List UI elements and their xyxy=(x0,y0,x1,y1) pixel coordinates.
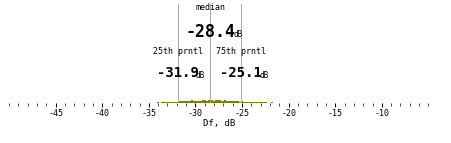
Bar xyxy=(256,102,258,103)
Bar xyxy=(258,102,260,103)
Bar xyxy=(176,102,178,103)
Text: dB: dB xyxy=(234,30,243,39)
Bar xyxy=(161,102,162,103)
Bar xyxy=(162,102,165,103)
Bar xyxy=(166,102,168,103)
Bar xyxy=(247,102,249,103)
Text: dB: dB xyxy=(196,72,205,81)
Bar xyxy=(221,101,222,103)
Text: median: median xyxy=(195,3,226,12)
Bar xyxy=(222,101,224,103)
Bar xyxy=(234,101,235,103)
Text: dB: dB xyxy=(259,72,268,81)
Bar xyxy=(202,100,204,103)
Bar xyxy=(217,100,219,103)
Text: -28.4: -28.4 xyxy=(185,23,235,41)
Bar xyxy=(174,102,176,103)
Bar xyxy=(235,101,238,103)
Bar xyxy=(194,101,196,103)
Bar xyxy=(213,101,215,103)
Text: 25th prntl: 25th prntl xyxy=(153,47,202,56)
Bar xyxy=(260,102,262,103)
Bar xyxy=(241,102,243,103)
Bar xyxy=(209,100,211,103)
Bar xyxy=(191,100,193,103)
Bar xyxy=(200,101,202,103)
Bar xyxy=(226,101,228,103)
Bar xyxy=(264,102,266,103)
Bar xyxy=(165,102,166,103)
Bar xyxy=(196,101,198,103)
Bar xyxy=(193,101,194,103)
Bar xyxy=(187,101,189,103)
Bar xyxy=(224,101,226,103)
Text: 75th prntl: 75th prntl xyxy=(216,47,266,56)
Bar xyxy=(179,101,181,103)
Bar xyxy=(181,101,183,103)
X-axis label: Df, dB: Df, dB xyxy=(202,119,235,128)
Bar xyxy=(230,101,232,103)
Bar xyxy=(232,101,234,103)
Bar xyxy=(262,102,264,103)
Bar xyxy=(185,101,187,103)
Bar xyxy=(207,100,209,103)
Text: -25.1: -25.1 xyxy=(220,66,262,80)
Bar xyxy=(204,100,206,103)
Bar xyxy=(189,101,191,103)
Bar xyxy=(249,102,251,103)
Text: -31.9: -31.9 xyxy=(157,66,198,80)
Bar xyxy=(170,102,172,103)
Bar xyxy=(239,102,241,103)
Bar xyxy=(254,102,256,103)
Bar xyxy=(183,102,185,103)
Bar xyxy=(245,102,247,103)
Bar xyxy=(251,102,253,103)
Bar xyxy=(266,102,267,103)
Bar xyxy=(172,102,174,103)
Bar xyxy=(228,101,230,103)
Bar xyxy=(198,101,200,103)
Bar xyxy=(238,101,239,103)
Bar xyxy=(178,102,179,103)
Bar xyxy=(211,100,213,103)
Bar xyxy=(253,102,254,103)
Bar xyxy=(243,102,245,103)
Bar xyxy=(219,100,221,103)
Bar xyxy=(168,102,170,103)
Bar xyxy=(206,101,207,103)
Bar xyxy=(215,100,217,103)
